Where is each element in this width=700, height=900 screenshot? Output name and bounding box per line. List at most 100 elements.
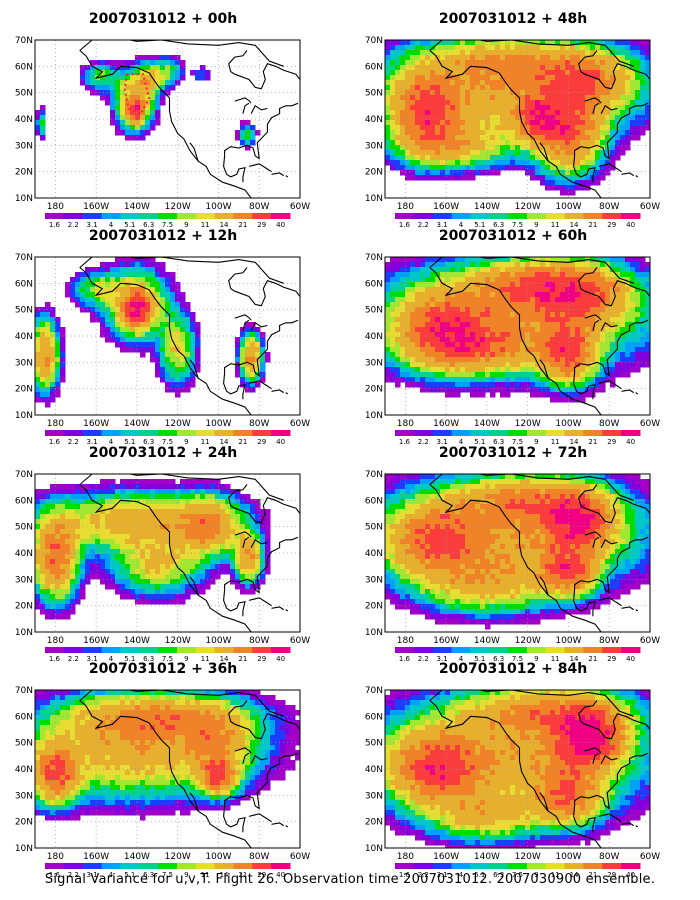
variance-cell — [505, 272, 511, 278]
variance-cell — [550, 342, 556, 348]
variance-cell — [160, 367, 166, 373]
variance-cell — [65, 514, 71, 520]
variance-cell — [625, 100, 631, 106]
variance-cell — [385, 357, 391, 363]
variance-cell — [545, 342, 551, 348]
coastline — [79, 257, 284, 284]
variance-cell — [115, 65, 121, 71]
variance-cell — [640, 115, 646, 121]
variance-cell — [40, 519, 46, 525]
variance-cell — [475, 287, 481, 293]
variance-cell — [470, 362, 476, 368]
variance-cell — [610, 307, 616, 313]
variance-cell — [395, 130, 401, 136]
variance-cell — [120, 257, 126, 263]
variance-cell — [105, 559, 111, 565]
variance-cell — [550, 160, 556, 166]
variance-cell — [385, 155, 391, 161]
variance-cell — [410, 337, 416, 343]
variance-cell — [40, 544, 46, 550]
variance-cell — [560, 332, 566, 338]
variance-cell — [515, 45, 521, 51]
variance-cell — [235, 130, 241, 136]
variance-cell — [45, 529, 51, 535]
variance-cell — [580, 317, 586, 323]
variance-cell — [605, 337, 611, 343]
variance-cell — [450, 342, 456, 348]
variance-cell — [110, 312, 116, 318]
variance-cell — [550, 60, 556, 66]
variance-cell — [480, 145, 486, 151]
variance-cell — [165, 322, 171, 328]
variance-cell — [110, 504, 116, 510]
variance-cell — [500, 287, 506, 293]
variance-cell — [170, 544, 176, 550]
variance-cell — [165, 387, 171, 393]
variance-cell — [125, 337, 131, 343]
variance-cell — [480, 297, 486, 303]
variance-cell — [550, 65, 556, 71]
variance-cell — [645, 70, 650, 76]
variance-cell — [420, 282, 426, 288]
variance-cell — [155, 352, 161, 358]
variance-cell — [115, 539, 121, 545]
coastline — [635, 175, 639, 178]
variance-cell — [405, 165, 411, 171]
variance-cell — [60, 554, 66, 560]
variance-cell — [165, 529, 171, 535]
variance-cell — [450, 332, 456, 338]
variance-cell — [105, 509, 111, 515]
variance-cell — [430, 362, 436, 368]
variance-cell — [135, 559, 141, 565]
variance-cell — [530, 367, 536, 373]
variance-cell — [540, 55, 546, 61]
variance-cell — [135, 90, 141, 96]
variance-cell — [205, 544, 211, 550]
variance-cell — [495, 297, 501, 303]
variance-cell — [565, 165, 571, 171]
variance-cell — [565, 377, 571, 383]
variance-cell — [630, 357, 636, 363]
variance-cell — [180, 75, 186, 81]
variance-cell — [35, 352, 41, 358]
variance-cell — [90, 559, 96, 565]
variance-cell — [255, 342, 261, 348]
variance-cell — [435, 50, 441, 56]
variance-cell — [140, 337, 146, 343]
variance-cell — [195, 574, 201, 580]
variance-cell — [565, 160, 571, 166]
variance-cell — [535, 45, 541, 51]
variance-cell — [560, 175, 566, 181]
variance-cell — [530, 60, 536, 66]
variance-cell — [520, 257, 526, 263]
variance-cell — [530, 110, 536, 116]
coastline — [539, 142, 549, 162]
variance-cell — [220, 554, 226, 560]
variance-cell — [635, 115, 641, 121]
variance-cell — [425, 307, 431, 313]
variance-cell — [570, 312, 576, 318]
variance-cell — [610, 332, 616, 338]
variance-cell — [525, 125, 531, 131]
variance-cell — [115, 105, 121, 111]
colorbar-label: 2.2 — [68, 221, 79, 229]
variance-cell — [415, 135, 421, 141]
variance-cell — [40, 509, 46, 515]
variance-cell — [60, 332, 66, 338]
variance-cell — [580, 150, 586, 156]
variance-cell — [575, 312, 581, 318]
variance-cell — [530, 382, 536, 388]
variance-cell — [390, 135, 396, 141]
variance-cell — [445, 95, 451, 101]
variance-cell — [620, 287, 626, 293]
variance-cell — [135, 257, 141, 263]
variance-cell — [135, 317, 141, 323]
variance-cell — [555, 95, 561, 101]
variance-cell — [485, 160, 491, 166]
variance-cell — [525, 55, 531, 61]
variance-cell — [125, 110, 131, 116]
variance-cell — [450, 367, 456, 373]
variance-cell — [235, 372, 241, 378]
variance-cell — [450, 392, 456, 398]
variance-cell — [415, 175, 421, 181]
